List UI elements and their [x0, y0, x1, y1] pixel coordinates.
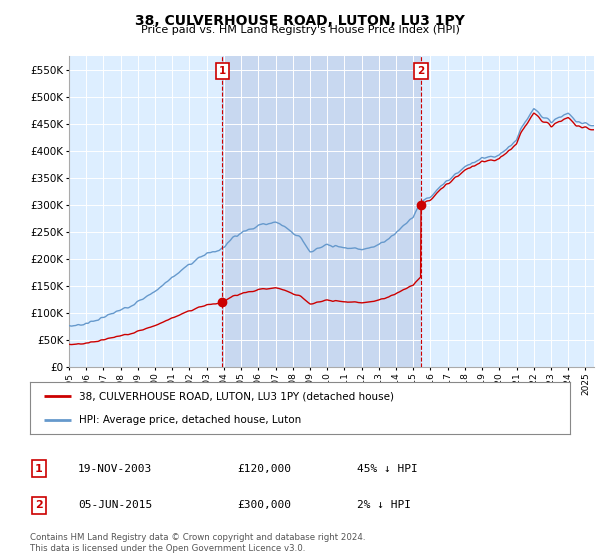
- Text: 38, CULVERHOUSE ROAD, LUTON, LU3 1PY: 38, CULVERHOUSE ROAD, LUTON, LU3 1PY: [135, 14, 465, 28]
- Text: 38, CULVERHOUSE ROAD, LUTON, LU3 1PY (detached house): 38, CULVERHOUSE ROAD, LUTON, LU3 1PY (de…: [79, 391, 394, 402]
- Text: 19-NOV-2003: 19-NOV-2003: [78, 464, 152, 474]
- Text: HPI: Average price, detached house, Luton: HPI: Average price, detached house, Luto…: [79, 415, 301, 425]
- Text: Price paid vs. HM Land Registry's House Price Index (HPI): Price paid vs. HM Land Registry's House …: [140, 25, 460, 35]
- Text: £120,000: £120,000: [237, 464, 291, 474]
- Text: 1: 1: [218, 66, 226, 76]
- Text: 45% ↓ HPI: 45% ↓ HPI: [357, 464, 418, 474]
- Bar: [222, 56, 421, 367]
- Text: 2% ↓ HPI: 2% ↓ HPI: [357, 500, 411, 510]
- Text: 2: 2: [35, 500, 43, 510]
- Text: Contains HM Land Registry data © Crown copyright and database right 2024.
This d: Contains HM Land Registry data © Crown c…: [30, 533, 365, 553]
- Text: £300,000: £300,000: [237, 500, 291, 510]
- Text: 05-JUN-2015: 05-JUN-2015: [78, 500, 152, 510]
- Text: 2: 2: [418, 66, 425, 76]
- Text: 1: 1: [35, 464, 43, 474]
